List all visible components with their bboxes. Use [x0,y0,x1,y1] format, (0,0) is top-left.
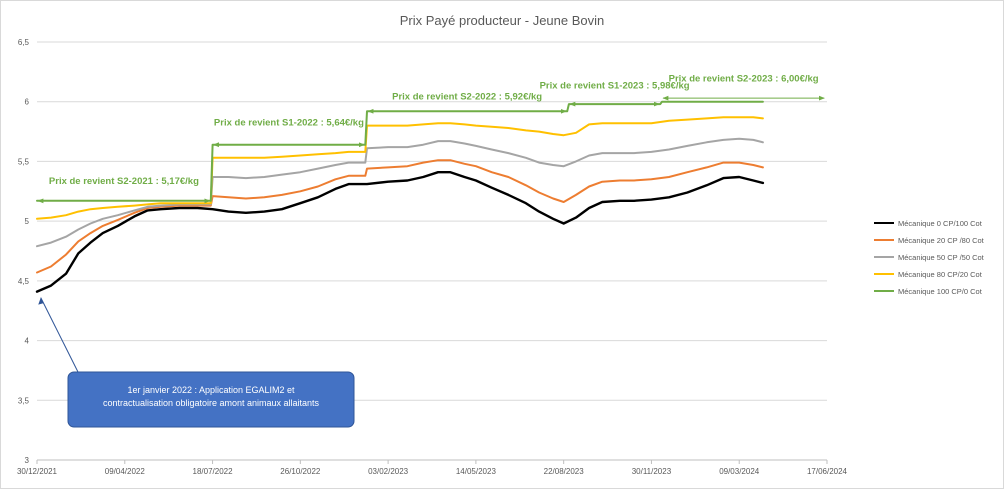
y-tick-label: 5,5 [18,157,30,166]
legend-label-1: Mécanique 0 CP/100 Cot [898,219,983,228]
prix-revient-s1-2023-label: Prix de revient S1-2023 : 5,98€/kg [540,81,690,92]
callout: 1er janvier 2022 : Application EGALIM2 e… [38,297,355,428]
series-layer [35,100,765,293]
x-tick-label: 26/10/2022 [280,467,321,476]
prix-revient-s1-2022-label: Prix de revient S1-2022 : 5,64€/kg [214,118,364,129]
series-line-3 [36,137,764,248]
x-tick-label: 18/07/2022 [193,467,234,476]
x-tick-label: 03/02/2023 [368,467,409,476]
legend-label-3: Mécanique 50 CP /50 Cot [898,253,985,262]
y-tick-label: 4 [25,337,30,346]
y-tick-label: 3 [25,456,30,465]
x-tick-label: 30/12/2021 [17,467,58,476]
callout-text-line-2: contractualisation obligatoire amont ani… [103,398,320,408]
x-tick-label: 14/05/2023 [456,467,497,476]
x-tick-label: 17/06/2024 [807,467,848,476]
x-axis: 30/12/2021 09/04/2022 18/07/2022 26/10/2022… [17,459,848,476]
y-tick-label: 4,5 [18,277,30,286]
x-tick-label: 09/04/2022 [105,467,146,476]
prix-revient-s2-2023-label: Prix de revient S2-2023 : 6,00€/kg [669,73,819,84]
callout-text-line-1: 1er janvier 2022 : Application EGALIM2 e… [127,385,295,395]
y-axis-ticks: 3 3,5 4 4,5 5 5,5 6 6,5 [18,38,30,465]
y-tick-label: 6,5 [18,38,30,47]
y-tick-label: 6 [25,98,30,107]
y-tick-label: 3,5 [18,396,30,405]
x-tick-label: 09/03/2024 [719,467,760,476]
legend-label-4: Mécanique 80 CP/20 Cot [898,270,983,279]
callout-pointer-head [38,297,44,305]
callout-pointer [40,297,79,373]
series-line-2 [36,159,764,274]
x-tick-label: 22/08/2023 [544,467,585,476]
annotations-layer: Prix de revient S2-2021 : 5,17€/kg Prix d… [37,73,825,204]
legend-label-2: Mécanique 20 CP /80 Cot [898,236,985,245]
callout-box [67,371,355,428]
y-tick-label: 5 [25,217,30,226]
series-line-4 [36,116,764,220]
legend: Mécanique 0 CP/100 Cot Mécanique 20 CP /8… [874,219,985,296]
prix-revient-s2-2022-label: Prix de revient S2-2022 : 5,92€/kg [392,91,542,102]
series-line-1 [35,170,765,293]
x-tick-label: 30/11/2023 [632,467,672,476]
prix-revient-s2-2021-label: Prix de revient S2-2021 : 5,17€/kg [49,176,199,187]
legend-label-5: Mécanique 100 CP/0 Cot [898,287,983,296]
chart-title: Prix Payé producteur - Jeune Bovin [400,13,605,28]
